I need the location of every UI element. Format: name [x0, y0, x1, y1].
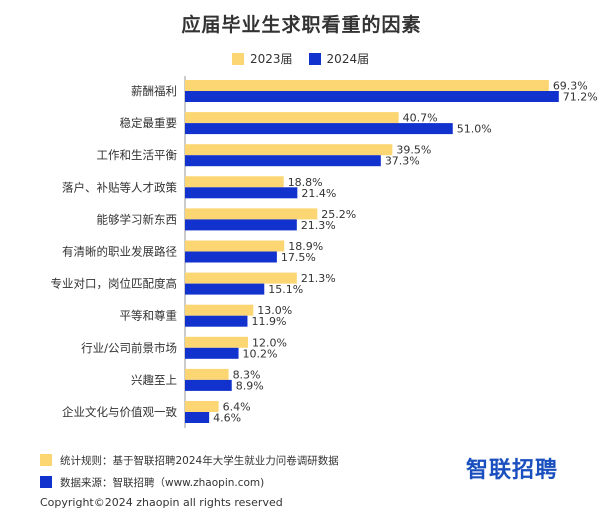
value-label-2024: 37.3%: [385, 155, 420, 168]
value-label-2024: 51.0%: [457, 123, 492, 136]
value-label-2024: 8.9%: [236, 379, 264, 392]
value-label-2023: 39.5%: [396, 144, 431, 157]
footnote-rule-text: 统计规则：基于智联招聘2024年大学生就业力问卷调研数据: [60, 454, 339, 467]
category-label: 兴趣至上: [131, 373, 177, 387]
value-label-2023: 6.4%: [223, 401, 251, 414]
bar-2023: [185, 336, 248, 348]
category-label: 能够学习新东西: [97, 212, 178, 226]
bar-2024: [185, 251, 277, 263]
bar-2024: [185, 315, 248, 327]
legend-label-2024: 2024届: [326, 52, 370, 66]
bar-2023: [185, 401, 219, 412]
bar-2023: [185, 208, 318, 220]
footnote-source: 数据来源：智联招聘（www.zhaopin.com): [40, 471, 339, 493]
legend-item-2024: 2024届: [308, 50, 370, 67]
bar-2023: [185, 272, 297, 284]
bar-2024: [185, 283, 265, 295]
value-label-2024: 10.2%: [243, 347, 278, 360]
bar-2024: [185, 412, 210, 423]
footnote-source-swatch: [40, 476, 52, 488]
category-label: 平等和尊重: [120, 309, 178, 323]
bar-2024: [185, 219, 297, 231]
bar-2023: [185, 112, 399, 124]
legend-item-2023: 2023届: [232, 50, 293, 67]
legend-swatch-2024: [308, 52, 321, 65]
bar-plot: 薪酬福利 69.3%71.2% 稳定最重要 40.7% 51.0% 工作和生活平衡 39.5…: [51, 76, 598, 428]
legend-swatch-2023: [232, 52, 244, 65]
footnote-rule-swatch: [40, 454, 52, 466]
value-label-2023: 69.3%: [553, 80, 588, 93]
value-label-2024: 15.1%: [268, 283, 303, 296]
bar-2024: [185, 123, 453, 135]
footnote-rule: 统计规则：基于智联招聘2024年大学生就业力问卷调研数据: [40, 449, 339, 471]
value-label-2023: 13.0%: [257, 304, 292, 317]
value-label-2023: 40.7%: [403, 112, 438, 125]
category-label: 工作和生活平衡: [97, 148, 178, 162]
value-label-2023: 8.3%: [233, 368, 261, 381]
category-label: 行业/公司前景市场: [81, 341, 177, 355]
bar-2023: [185, 80, 549, 91]
value-label-2024: 4.6%: [213, 412, 241, 425]
bar-2023: [185, 144, 393, 156]
value-label-2024: 71.2%: [563, 91, 598, 104]
value-label-2024: 11.9%: [251, 315, 286, 328]
legend-label-2023: 2023届: [250, 52, 293, 66]
bar-2023: [185, 304, 254, 316]
bar-2023: [185, 176, 284, 188]
bar-2023: [185, 240, 285, 252]
zhaopin-logo: 智联招聘: [466, 458, 559, 483]
category-label: 专业对口，岗位匹配度高: [51, 277, 178, 291]
value-label-2024: 21.3%: [301, 219, 336, 232]
value-label-2024: 17.5%: [281, 251, 316, 264]
footnote-source-text: 数据来源：智联招聘（www.zhaopin.com): [60, 476, 265, 489]
bar-2024: [185, 347, 239, 359]
value-label-2023: 18.9%: [288, 240, 323, 253]
category-label: 有清晰的职业发展路径: [62, 245, 177, 259]
bar-2024: [185, 155, 381, 167]
bar-2024: [185, 187, 298, 199]
chart-title: 应届毕业生求职看重的因素: [181, 14, 422, 36]
legend: 2023届 2024届: [232, 50, 369, 67]
value-label-2023: 18.8%: [288, 176, 323, 189]
bar-2024: [185, 379, 232, 391]
bar-2024: [185, 91, 559, 102]
category-label: 企业文化与价值观一致: [62, 405, 177, 419]
bar-2023: [185, 368, 229, 380]
copyright: Copyright©2024 zhaopin all rights reserv…: [40, 496, 283, 509]
value-label-2023: 12.0%: [252, 336, 287, 349]
category-label: 稳定最重要: [120, 116, 178, 130]
footnotes: 统计规则：基于智联招聘2024年大学生就业力问卷调研数据 数据来源：智联招聘（w…: [40, 449, 339, 493]
value-label-2023: 21.3%: [301, 272, 336, 285]
category-label: 薪酬福利: [131, 84, 177, 98]
category-label: 落户、补贴等人才政策: [62, 180, 177, 194]
value-label-2023: 25.2%: [321, 208, 356, 221]
value-label-2024: 21.4%: [301, 187, 336, 200]
